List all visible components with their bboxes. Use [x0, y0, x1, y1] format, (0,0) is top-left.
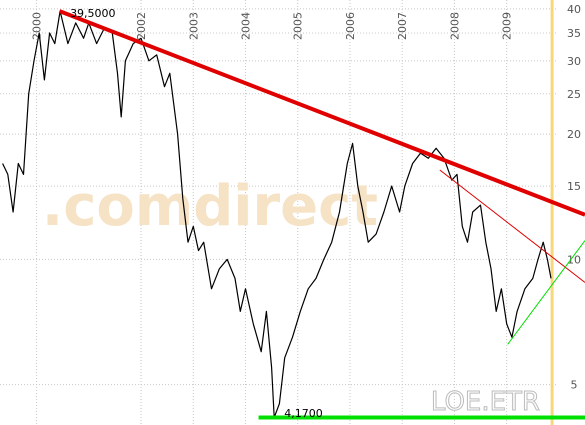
y-tick-label: 20: [567, 128, 581, 141]
x-tick-label: 2004: [239, 12, 252, 40]
x-tick-label: 2009: [501, 12, 514, 40]
trend-line: [439, 169, 585, 283]
symbol-label: LOE.ETR: [431, 387, 540, 417]
y-tick-label: 15: [567, 180, 581, 193]
watermark: .comdirect: [42, 174, 378, 239]
price-line: [2, 10, 552, 419]
x-tick-label: 2002: [135, 12, 148, 40]
trend-line: [507, 240, 585, 345]
x-tick-label: 2000: [31, 12, 44, 40]
y-tick-label: 35: [567, 27, 581, 40]
y-tick-label: 25: [567, 88, 581, 101]
x-tick-label: 2003: [187, 12, 200, 40]
annotation: 4,1700: [284, 407, 323, 420]
trend-line: [58, 9, 585, 217]
y-tick-label: 10: [567, 253, 581, 266]
y-tick-label: 40: [567, 3, 581, 16]
x-tick-label: 2005: [292, 12, 305, 40]
x-tick-label: 2007: [396, 12, 409, 40]
x-tick-label: 2008: [448, 12, 461, 40]
x-tick-label: 2006: [344, 12, 357, 40]
y-tick-label: 30: [567, 55, 581, 68]
annotation: 39,5000: [70, 7, 116, 20]
y-tick-label: 5: [571, 379, 578, 392]
